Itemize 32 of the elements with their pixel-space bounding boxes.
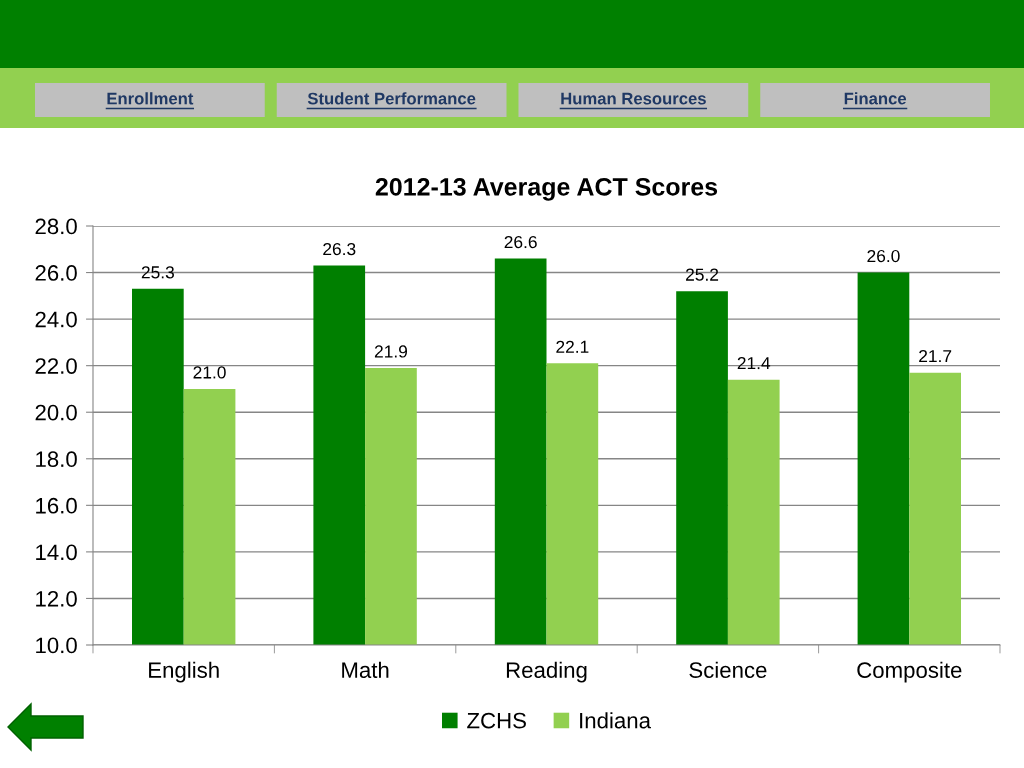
- y-tick-label: 24.0: [35, 311, 77, 328]
- legend-label: ZCHS: [467, 712, 526, 729]
- x-tick-label: English: [149, 661, 219, 683]
- y-tick-label: 14.0: [36, 544, 77, 561]
- y-tick-label: 18.0: [36, 451, 77, 468]
- data-label: 21.7: [919, 349, 952, 363]
- y-tick-label: 26.0: [35, 265, 77, 281]
- y-tick-label: 12.0: [36, 590, 77, 607]
- data-label: 21.9: [374, 345, 408, 358]
- data-label: 21.0: [193, 366, 226, 379]
- data-label: 26.0: [867, 249, 900, 263]
- data-label: 26.3: [323, 242, 356, 256]
- y-tick-label: 28.0: [35, 218, 77, 235]
- x-tick-label: Composite: [857, 661, 962, 683]
- data-label: 21.4: [737, 356, 771, 370]
- text: Enrollment: [107, 92, 194, 105]
- text: Finance: [844, 92, 907, 105]
- text: Human Resources: [561, 92, 706, 105]
- x-tick-label: Reading: [506, 661, 587, 683]
- data-label: 26.6: [504, 235, 537, 249]
- y-tick-label: 16.0: [36, 497, 77, 514]
- x-tick-label: Science: [689, 661, 767, 678]
- data-label: 22.1: [556, 340, 589, 353]
- text: Student Performance: [307, 92, 476, 105]
- y-tick-label: 20.0: [35, 404, 77, 421]
- data-label: 25.2: [686, 268, 719, 281]
- x-tick-label: Math: [342, 661, 389, 678]
- legend-label: Indiana: [580, 712, 651, 729]
- chart-title: 2012-13 Average ACT Scores: [375, 177, 718, 201]
- data-label: 25.3: [141, 266, 174, 279]
- y-tick-label: 10.0: [36, 637, 77, 654]
- y-tick-label: 22.0: [35, 358, 77, 374]
